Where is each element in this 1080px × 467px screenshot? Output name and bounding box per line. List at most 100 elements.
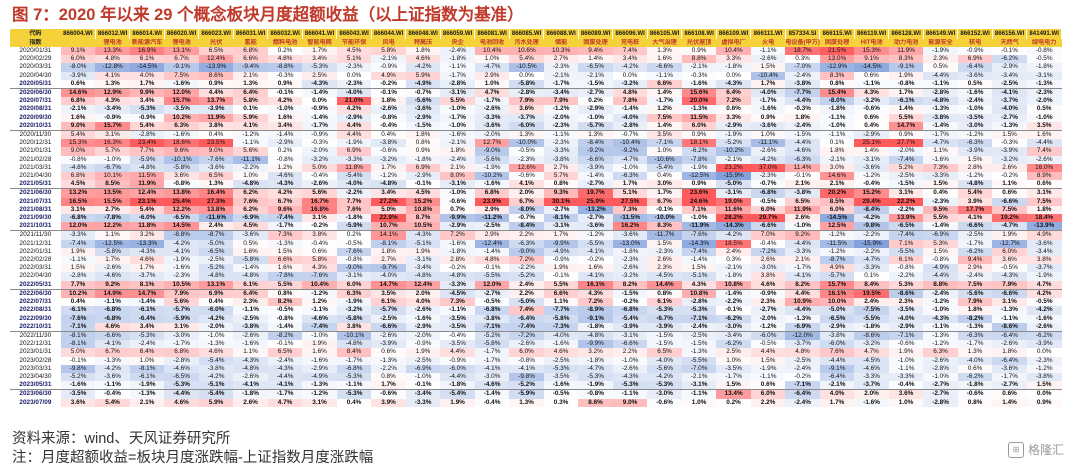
heat-cell: -4.8% [923,97,958,106]
heat-cell: -0.2% [785,372,820,382]
heat-cell: -0.2% [992,172,1027,181]
heat-cell: -6.0% [129,214,165,223]
heat-cell: 6.8% [474,188,510,198]
heat-cell: 0.7% [440,205,475,215]
heat-cell: -2.4% [785,398,820,407]
heat-cell: 3.6% [992,256,1027,265]
row-date: 2023/05/31 [10,381,61,391]
heat-cell: 5.0% [302,163,337,173]
heat-cell: 5.7% [95,147,130,156]
heat-cell: -4.6% [785,147,820,156]
heat-cell: -0.5% [750,340,786,349]
heat-cell: 0.3% [785,55,820,64]
heat-cell: -1.3% [785,314,820,323]
heat-cell: -2.6% [992,340,1027,349]
heat-cell: 6.1% [371,298,406,307]
heat-cell: 1.9% [888,71,924,80]
heat-cell: -7.1% [60,322,96,332]
heat-cell: -3.6% [854,163,889,173]
column-code: 866081.WI [474,29,510,39]
heat-cell: 3.1% [164,322,199,332]
heat-cell: 6.8% [164,348,199,357]
heat-cell: -5.6% [957,289,993,299]
heat-cell: -0.8% [888,79,924,89]
heat-cell: -1.0% [198,331,234,341]
heat-cell: 5.1% [612,188,648,198]
heat-cell: -4.8% [129,163,165,173]
heat-cell: 0.0% [716,71,751,80]
heat-cell: -8.6% [992,322,1027,332]
heat-cell: -1.8% [440,55,475,64]
heat-cell: -1.7% [474,97,510,106]
heat-cell: -8.2% [267,331,303,341]
heat-cell: -4.2% [647,372,682,382]
heat-cell: 6.3% [164,121,199,132]
heat-cell: -7.4% [509,322,544,332]
heat-cell: -0.8% [267,314,303,323]
column-code: 866149.WI [923,29,959,39]
heat-cell: 0.4% [923,188,958,198]
heat-cell: 6.0% [681,121,717,132]
heat-cell: 6.0% [509,348,544,357]
heat-cell: -7.5% [854,306,889,315]
heat-cell: 10.8% [681,289,717,299]
heat-cell: -0.5% [336,239,372,248]
column-name: 绿电电力 [1026,39,1062,47]
heat-cell: -1.9% [336,298,372,307]
heat-cell: -2.7% [923,381,958,391]
heat-cell: -3.9% [647,322,682,332]
heat-cell: -4.8% [371,180,406,190]
heat-cell: 4.8% [785,348,820,357]
heat-cell: -8.0% [819,97,855,106]
heat-cell: -4.4% [785,97,820,106]
heat-cell: -5.3% [543,364,579,373]
heat-cell: -1.6% [854,398,889,407]
heat-cell: -7.4% [60,239,96,248]
heat-cell: -4.4% [923,272,958,281]
table-row: 2022/10/31 -7.1% 4.6% 3.4% 3.1% -2.0% -3.8% -1.… [10,322,1062,332]
row-date: 2022/07/31 [19,298,52,306]
heat-cell: -2.9% [992,63,1027,72]
heat-cell: 5.4% [60,130,96,140]
heat-cell: -2.5% [233,314,268,323]
heat-cell: 7.6% [233,197,268,206]
row-date: 2023/07/09 [19,398,52,406]
heat-cell: -4.3% [923,314,958,323]
heat-cell: 10.1% [95,172,130,181]
heat-cell: -8.7% [819,256,855,265]
heat-cell: -8.2% [957,314,993,323]
heat-cell: 8.2% [785,280,820,290]
heat-cell: -2.7% [992,381,1027,391]
heat-cell: -1.1% [854,79,889,89]
heat-cell: -3.9% [957,147,993,156]
heat-cell: -0.1% [267,88,303,98]
heat-cell: -1.2% [957,130,993,140]
heat-cell: -6.2% [681,147,717,156]
column-name: 电池回收 [474,39,510,47]
heat-cell: -0.1% [405,180,441,190]
heat-cell: -3.2% [612,272,648,281]
heat-cell: 10.3% [543,47,579,56]
heat-cell: 7.8% [612,97,648,106]
heat-cell: -10.0% [647,214,682,223]
heat-cell: -2.1% [681,63,717,72]
header-row-codes: 代码 866004.WI 866012.WI 866014.WI 866020.WI 86… [10,29,1062,39]
heat-cell: 5.0% [371,205,406,215]
heat-cell: -1.4% [923,222,958,232]
heat-cell: 15.7% [164,97,199,106]
heat-cell: 13.8% [164,188,199,198]
heat-cell: -1.4% [129,298,165,307]
heat-cell: 11.6% [716,205,751,215]
table-row: 2020/03/31 -8.0% -12.8% -14.5% -9.1% -13.9% -9… [10,63,1062,72]
heat-cell: -4.8% [957,180,993,190]
heat-cell: -2.1% [716,264,751,273]
heat-cell: -14.3% [681,239,717,248]
heat-cell: -6.6% [647,63,682,72]
heat-cell: 9.6% [164,147,199,156]
heat-cell: 1.0% [750,130,786,140]
row-date: 2021/10/31 [10,222,61,232]
row-date: 2023/04/30 [19,372,52,380]
heat-cell: 5.8% [233,97,268,106]
heat-cell: 2.4% [854,298,889,307]
heat-cell: 1.7% [543,230,579,240]
